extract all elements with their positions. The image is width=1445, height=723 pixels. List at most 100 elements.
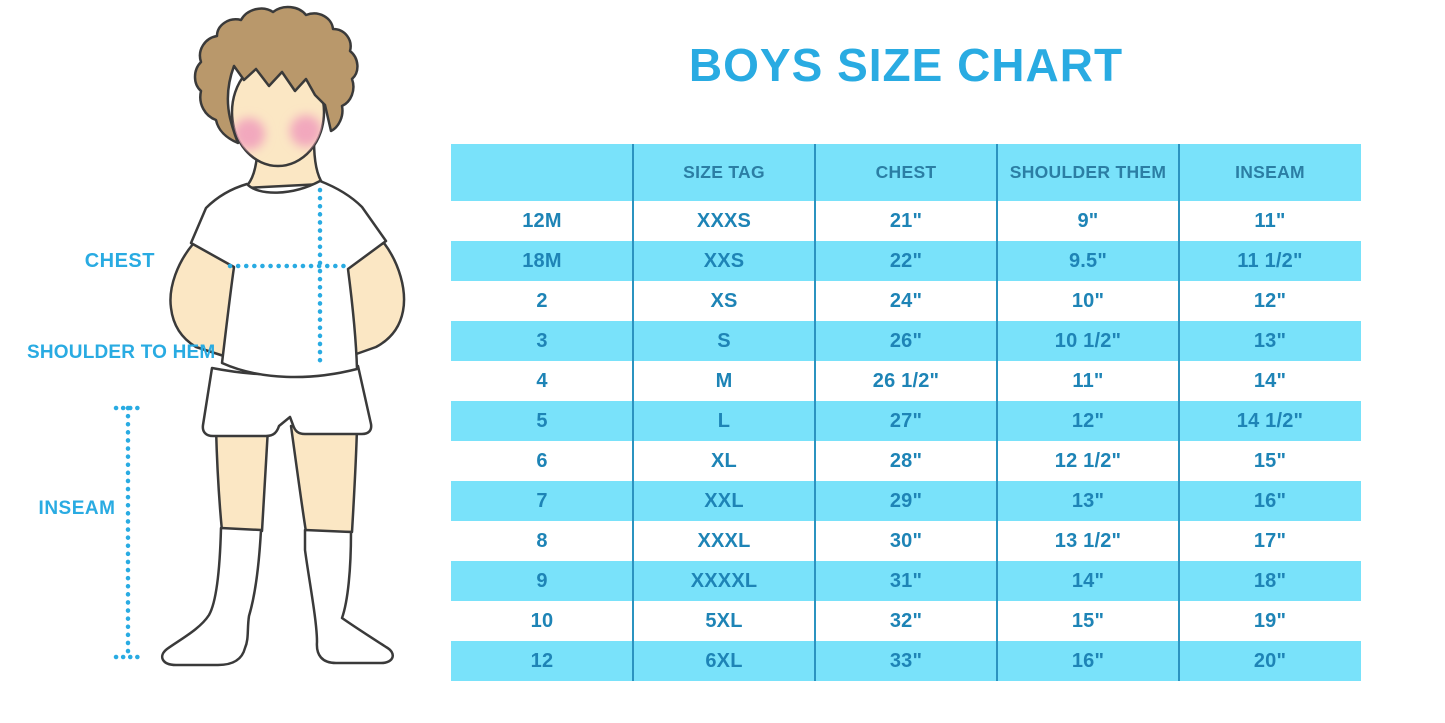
table-row: 5 L 27" 12" 14 1/2" xyxy=(451,401,1361,441)
table-cell: XXL xyxy=(704,489,744,512)
table-row: 12 6XL 33" 16" 20" xyxy=(451,641,1361,681)
hair-shape xyxy=(193,5,359,145)
table-row: 10 5XL 32" 15" 19" xyxy=(451,601,1361,641)
size-cell: 12M xyxy=(522,209,562,232)
right-cheek-blush xyxy=(290,115,322,147)
table-cell: 10 1/2" xyxy=(1054,329,1122,352)
tshirt-shape xyxy=(189,179,388,379)
table-row: 8 XXXL 30" 13 1/2" 17" xyxy=(451,521,1361,561)
table-row: 9 XXXXL 31" 14" 18" xyxy=(451,561,1361,601)
right-leg xyxy=(289,424,359,534)
size-cell: 7 xyxy=(536,489,548,512)
column-header-size-tag: SIZE TAG xyxy=(683,162,765,182)
table-row: 7 XXL 29" 13" 16" xyxy=(451,481,1361,521)
table-cell: XL xyxy=(711,449,737,472)
table-row: 12M XXXS 21" 9" 11" xyxy=(451,201,1361,241)
table-cell: 21" xyxy=(889,209,923,232)
table-row: 6 XL 28" 12 1/2" 15" xyxy=(451,441,1361,481)
table-cell: 22" xyxy=(889,249,923,272)
table-cell: 12" xyxy=(1071,409,1105,432)
size-cell: 9 xyxy=(536,569,548,592)
table-cell: 10" xyxy=(1071,289,1105,312)
table-cell: 33" xyxy=(889,649,923,672)
table-cell: 31" xyxy=(889,569,923,592)
column-header-inseam: INSEAM xyxy=(1235,162,1305,182)
table-cell: 17" xyxy=(1253,529,1287,552)
table-cell: 18" xyxy=(1253,569,1287,592)
table-cell: 19" xyxy=(1253,609,1287,632)
table-cell: 11" xyxy=(1254,209,1286,232)
size-cell: 5 xyxy=(536,409,548,432)
table-cell: 28" xyxy=(889,449,923,472)
table-cell: 14" xyxy=(1253,369,1287,392)
table-row: 18M XXS 22" 9.5" 11 1/2" xyxy=(451,241,1361,281)
table-cell: 24" xyxy=(889,289,923,312)
table-cell: 9.5" xyxy=(1068,249,1108,272)
table-cell: 9" xyxy=(1077,209,1099,232)
table-cell: 32" xyxy=(889,609,923,632)
size-cell: 3 xyxy=(536,329,548,352)
boy-illustration xyxy=(113,5,406,667)
page-title: BOYS SIZE CHART xyxy=(688,39,1124,91)
table-cell: 15" xyxy=(1253,449,1287,472)
table-cell: XXXS xyxy=(696,209,752,232)
table-cell: 30" xyxy=(889,529,923,552)
table-cell: XXS xyxy=(703,249,745,272)
table-cell: XS xyxy=(710,289,738,312)
table-cell: 11" xyxy=(1072,369,1104,392)
size-table-body: 12M XXXS 21" 9" 11" 18M XXS 22" 9.5" 11 1/2" 2 XS 24… xyxy=(451,201,1361,681)
column-divider xyxy=(632,144,634,681)
table-row: 3 S 26" 10 1/2" 13" xyxy=(451,321,1361,361)
column-divider xyxy=(1178,144,1180,681)
chest-label: CHEST xyxy=(84,250,155,272)
left-sock xyxy=(160,526,263,667)
table-cell: 16" xyxy=(1071,649,1105,672)
table-cell: 20" xyxy=(1253,649,1287,672)
table-cell: 29" xyxy=(889,489,923,512)
table-cell: M xyxy=(715,369,733,392)
table-cell: 5XL xyxy=(705,609,743,632)
table-cell: 14 1/2" xyxy=(1236,409,1304,432)
inseam-measure-line xyxy=(113,405,143,660)
table-cell: 26 1/2" xyxy=(872,369,940,392)
table-cell: XXXXL xyxy=(690,569,758,592)
table-cell: 12" xyxy=(1253,289,1287,312)
shoulder-to-hem-label: SHOULDER TO HEM xyxy=(27,342,216,363)
table-cell: XXXL xyxy=(697,529,751,552)
right-sock xyxy=(303,528,394,665)
table-cell: 16" xyxy=(1253,489,1287,512)
table-cell: 12 1/2" xyxy=(1054,449,1122,472)
table-cell: 13" xyxy=(1253,329,1287,352)
table-cell: 27" xyxy=(889,409,923,432)
size-cell: 4 xyxy=(536,369,548,392)
left-leg xyxy=(214,426,270,533)
size-cell: 18M xyxy=(522,249,562,272)
size-cell: 10 xyxy=(530,609,554,632)
table-cell: 15" xyxy=(1071,609,1105,632)
table-cell: 11 1/2" xyxy=(1237,249,1303,272)
table-cell: 26" xyxy=(889,329,923,352)
table-cell: 13" xyxy=(1071,489,1105,512)
size-table: SIZE TAG CHEST SHOULDER THEM INSEAM 12M XXXS… xyxy=(451,144,1361,681)
column-header-size xyxy=(451,144,633,201)
size-table-header-row: SIZE TAG CHEST SHOULDER THEM INSEAM xyxy=(451,144,1361,201)
inseam-label: INSEAM xyxy=(38,498,116,519)
table-row: 4 M 26 1/2" 11" 14" xyxy=(451,361,1361,401)
size-cell: 12 xyxy=(530,649,554,672)
table-cell: 13 1/2" xyxy=(1054,529,1122,552)
left-cheek-blush xyxy=(233,118,265,150)
table-cell: 14" xyxy=(1071,569,1105,592)
column-header-shoulder-them: SHOULDER THEM xyxy=(1009,162,1167,182)
column-header-chest: CHEST xyxy=(875,162,937,182)
column-divider xyxy=(814,144,816,681)
table-cell: L xyxy=(717,409,731,432)
left-arm xyxy=(169,242,242,360)
table-cell: S xyxy=(717,329,731,352)
size-cell: 2 xyxy=(536,289,548,312)
table-row: 2 XS 24" 10" 12" xyxy=(451,281,1361,321)
column-divider xyxy=(996,144,998,681)
size-cell: 6 xyxy=(536,449,548,472)
size-cell: 8 xyxy=(536,529,548,552)
table-cell: 6XL xyxy=(705,649,743,672)
